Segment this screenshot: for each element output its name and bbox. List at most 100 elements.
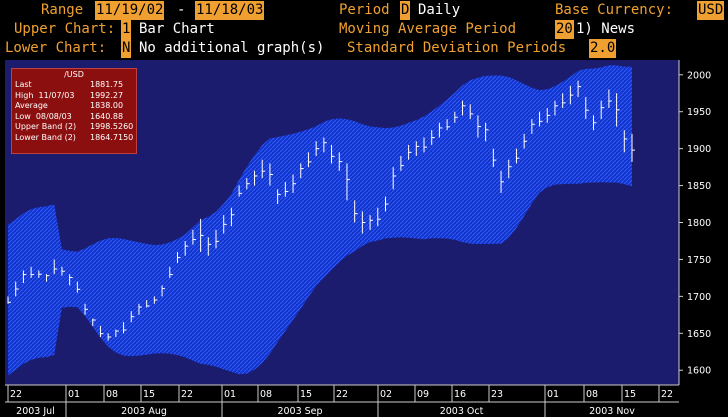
- month-label: 2003 Sep: [277, 406, 322, 417]
- legend-row: Average 1838.00: [12, 101, 136, 112]
- price-bar: [323, 137, 327, 153]
- x-tick-label: 22: [10, 389, 22, 400]
- price-bar: [115, 329, 119, 337]
- price-chart[interactable]: 1600 1650 1700 1750 1800 1850 1900 1950 2000 22 0…: [0, 60, 728, 417]
- price-bar: [292, 174, 297, 193]
- y-tick-label: 1750: [687, 255, 711, 266]
- x-tick-label: 22: [336, 389, 348, 400]
- lower-chart-key-field[interactable]: N: [121, 39, 132, 58]
- price-bar: [130, 311, 135, 323]
- price-bar: [53, 259, 58, 275]
- legend-title: /USD: [64, 70, 84, 79]
- price-bar: [200, 218, 204, 253]
- x-tick-label: 23: [491, 389, 503, 400]
- price-bar: [176, 252, 181, 264]
- price-bar: [554, 100, 558, 116]
- price-bar: [107, 333, 112, 341]
- ma-period-field[interactable]: 20: [555, 20, 574, 39]
- price-bar: [169, 266, 173, 278]
- y-tick-label: 2000: [687, 70, 711, 81]
- price-bar: [307, 152, 312, 168]
- legend-label: High 11/07/03: [15, 90, 75, 100]
- price-bar: [138, 303, 142, 315]
- price-bar: [592, 115, 597, 131]
- legend-row: Low 08/08/03 1640.88: [12, 112, 136, 123]
- lower-chart-label: Lower Chart:: [5, 40, 107, 56]
- price-bar: [146, 300, 150, 308]
- price-bar: [254, 170, 258, 186]
- x-axis-bg: [5, 385, 679, 417]
- price-bar: [546, 108, 551, 123]
- period-value: Daily: [418, 2, 461, 18]
- price-bar: [500, 170, 505, 193]
- price-bar: [153, 296, 158, 304]
- month-label: 2003 Aug: [121, 406, 167, 417]
- price-bar: [300, 163, 304, 179]
- price-bar: [423, 137, 427, 153]
- price-bar: [585, 96, 589, 120]
- stats-legend: /USD Last 1881.75 High 11/07/03 1992.27 Av…: [11, 68, 137, 154]
- price-bar: [485, 122, 489, 142]
- price-bar: [631, 133, 635, 162]
- price-bar: [608, 89, 612, 109]
- price-bar: [384, 196, 389, 212]
- upper-chart-key-field[interactable]: 1: [121, 20, 132, 39]
- price-bars: [7, 80, 635, 341]
- x-tick-label: 08: [586, 389, 598, 400]
- month-label: 2003 Jul: [16, 406, 55, 417]
- price-bar: [346, 163, 350, 201]
- sd-periods-label: Standard Deviation Periods: [347, 40, 567, 56]
- period-label: Period: [339, 2, 390, 18]
- price-bar: [92, 318, 96, 326]
- price-bar: [30, 266, 35, 278]
- upper-chart-value: Bar Chart: [139, 21, 215, 37]
- legend-value: 1864.7150: [90, 132, 134, 142]
- legend-value: 1640.88: [90, 111, 124, 121]
- price-bar: [562, 93, 566, 109]
- price-bar: [331, 144, 335, 164]
- period-key-field[interactable]: D: [400, 1, 411, 20]
- price-bar: [123, 322, 127, 334]
- bollinger-band-area: [8, 65, 632, 376]
- range-start-field[interactable]: 11/19/02: [95, 1, 165, 20]
- price-bar: [415, 141, 420, 157]
- x-tick-label: 22: [661, 389, 673, 400]
- x-tick-label: 08: [106, 389, 118, 400]
- x-tick-label: 09: [417, 389, 429, 400]
- price-bar: [46, 274, 50, 282]
- sd-periods-field[interactable]: 2.0: [589, 39, 617, 58]
- price-bar: [438, 122, 443, 138]
- price-bar: [99, 325, 104, 337]
- header-bar: Range 11/19/02 - 11/18/03 Period D Daily…: [0, 0, 728, 60]
- price-bar: [377, 207, 381, 227]
- legend-row: Last 1881.75: [12, 80, 136, 91]
- price-bar: [215, 229, 219, 249]
- x-tick-label: 01: [68, 389, 80, 400]
- range-end-field[interactable]: 11/18/03: [195, 1, 265, 20]
- price-bar: [623, 130, 628, 153]
- bollinger-band: [8, 65, 632, 376]
- price-bar: [392, 167, 397, 190]
- price-bar: [338, 152, 343, 171]
- price-bar: [469, 104, 474, 120]
- base-currency-field[interactable]: USD: [697, 1, 725, 20]
- upper-chart-label: Upper Chart:: [14, 21, 116, 37]
- price-bar: [539, 111, 543, 127]
- price-bar: [616, 93, 620, 127]
- price-bar: [277, 189, 281, 205]
- x-tick-label: 15: [624, 389, 636, 400]
- news-link[interactable]: 1) News: [576, 21, 636, 37]
- y-axis: 1600 1650 1700 1750 1800 1850 1900 1950 2000: [678, 60, 711, 385]
- price-bar: [569, 85, 574, 105]
- legend-label: Lower Band (2): [15, 132, 76, 142]
- price-bar: [369, 215, 374, 230]
- ma-period-label: Moving Average Period: [339, 21, 517, 37]
- base-currency-label: Base Currency:: [555, 2, 674, 18]
- month-label: 2003 Oct: [440, 406, 484, 417]
- x-tick-label: 15: [300, 389, 312, 400]
- price-bar: [462, 100, 466, 116]
- price-bar: [577, 80, 582, 97]
- price-bar: [230, 207, 235, 227]
- price-bar: [600, 100, 605, 120]
- price-bar: [477, 115, 481, 138]
